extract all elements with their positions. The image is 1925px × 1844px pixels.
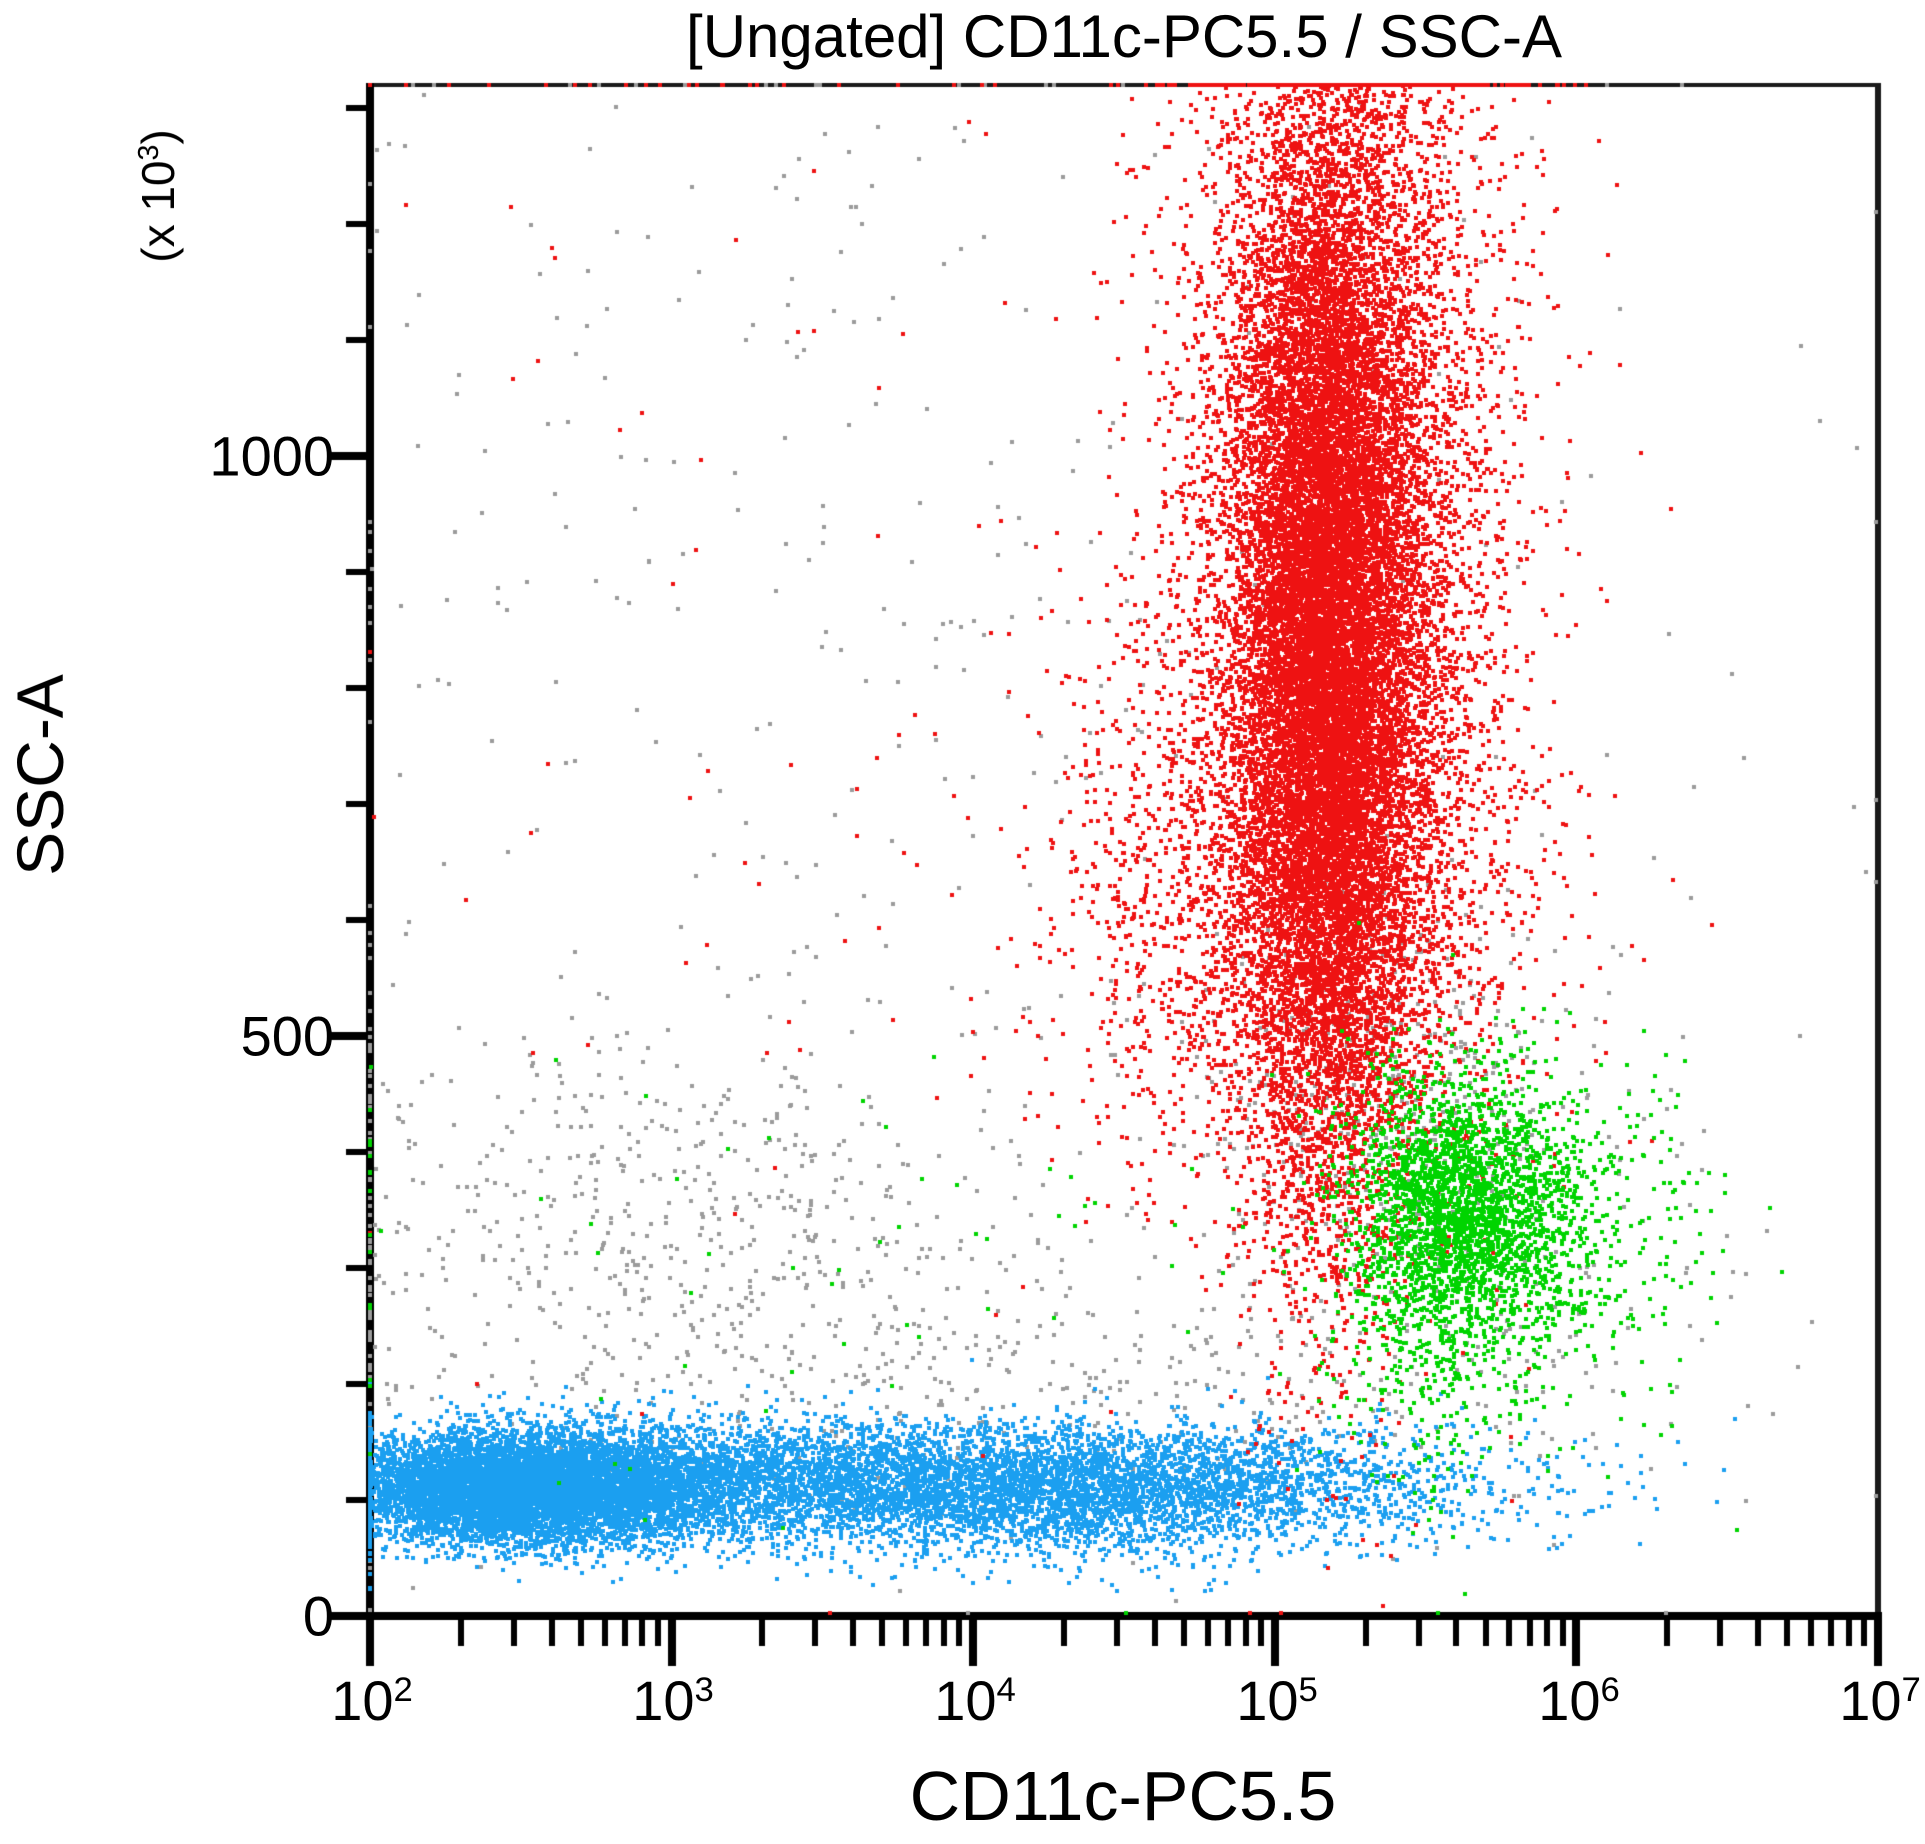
plot-title: [Ungated] CD11c-PC5.5 / SSC-A	[686, 3, 1562, 70]
y-tick-label-1000: 1000	[209, 424, 334, 488]
y-tick-label-0: 0	[302, 1584, 334, 1648]
y-axis-multiplier-label: (x 103)	[131, 129, 185, 262]
x-axis-label: CD11c-PC5.5	[909, 1757, 1337, 1835]
x-tick-label-1e5: 105	[1236, 1669, 1318, 1732]
x-tick-label-1e2: 102	[331, 1669, 413, 1732]
y-multiplier-exponent: 3	[133, 144, 166, 161]
y-multiplier-suffix: )	[132, 129, 184, 145]
y-multiplier-prefix: (x 10	[132, 160, 184, 263]
x-tick-label-1e4: 104	[934, 1669, 1016, 1732]
y-tick-label-500: 500	[240, 1004, 334, 1068]
x-tick-label-1e3: 103	[632, 1669, 714, 1732]
x-tick-label-1e7: 107	[1839, 1669, 1921, 1732]
y-axis-label: SSC-A	[3, 674, 77, 876]
x-tick-label-1e6: 106	[1538, 1669, 1620, 1732]
